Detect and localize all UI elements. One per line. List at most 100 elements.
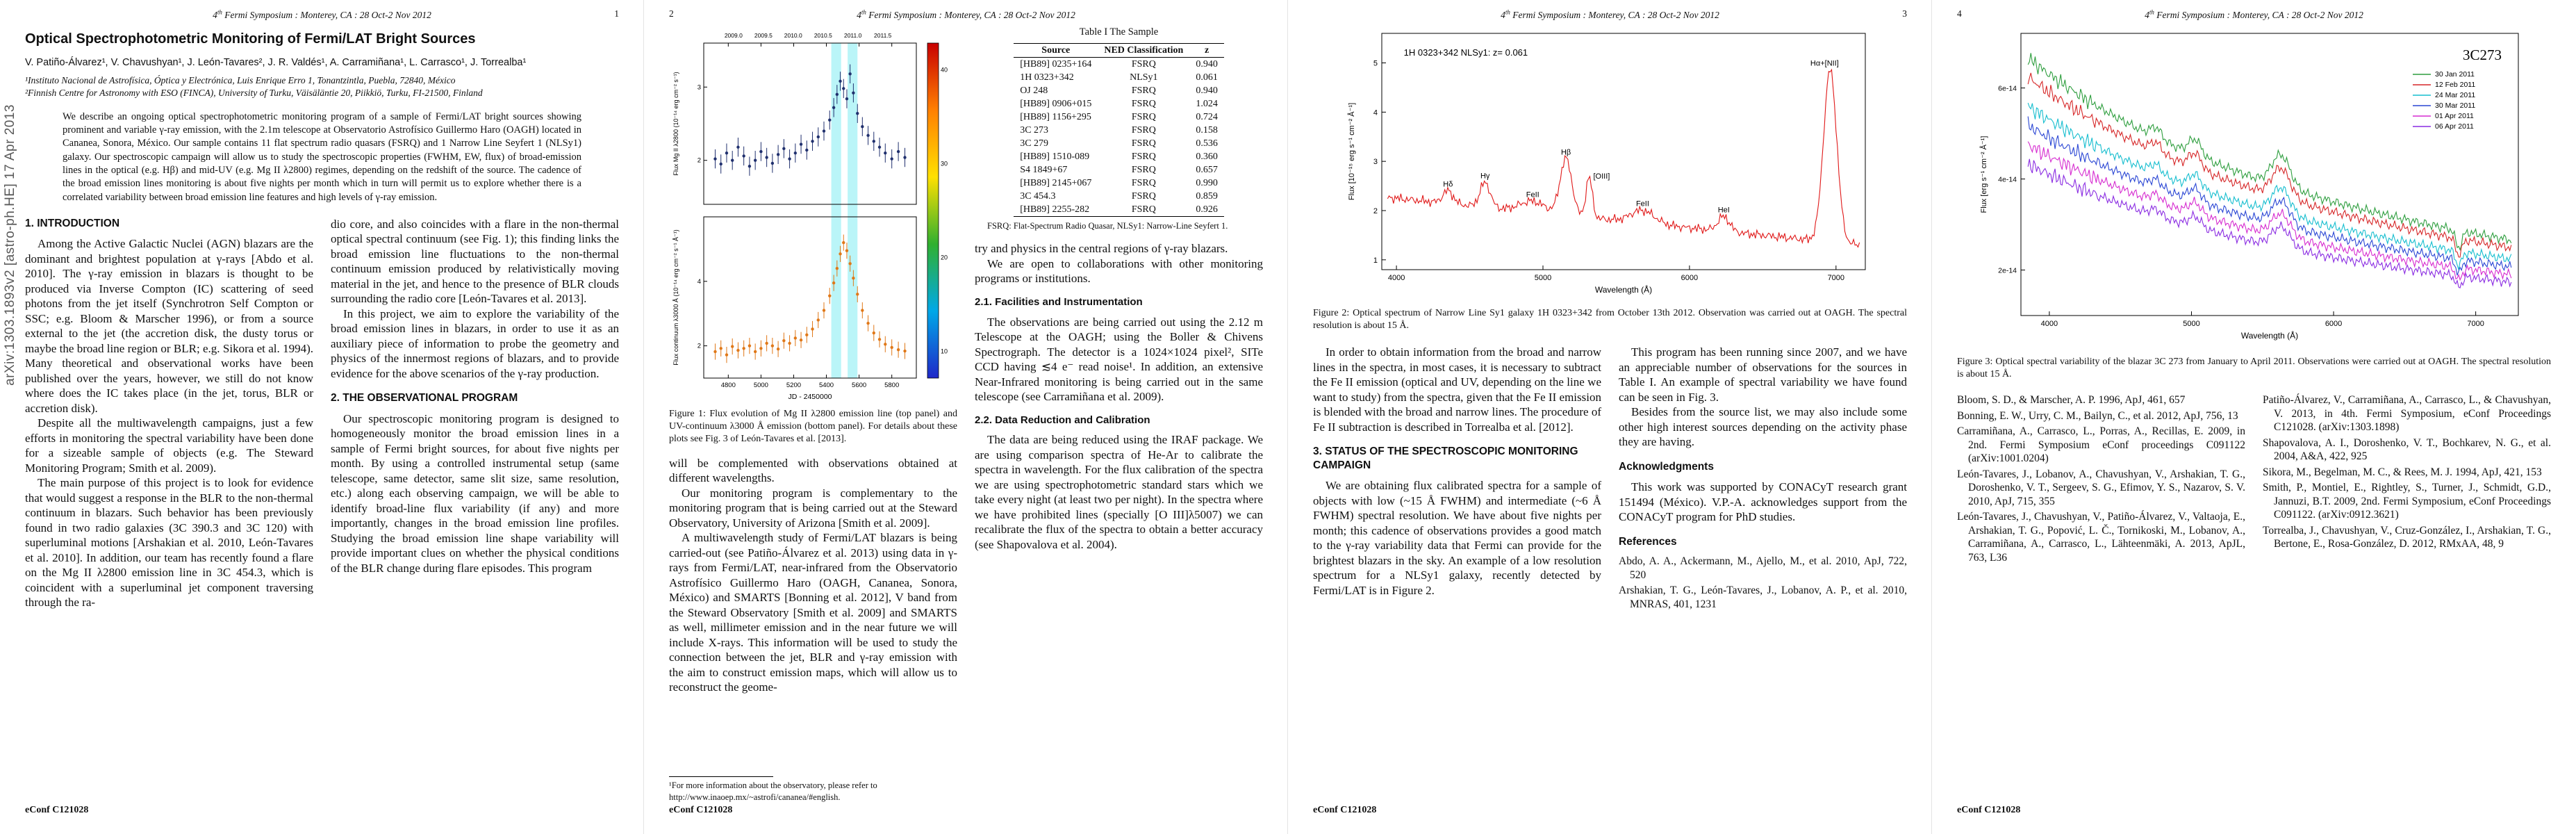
svg-text:4: 4 (697, 278, 701, 286)
running-header-text: 4th Fermi Symposium : Monterey, CA : 28 … (2145, 8, 2363, 20)
cell-redshift: 1.024 (1196, 98, 1218, 109)
reference-item: Abdo, A. A., Ackermann, M., Ajello, M., … (1619, 555, 1907, 581)
svg-text:4000: 4000 (2040, 320, 2057, 328)
cell-classification: FSRQ (1131, 177, 1156, 188)
abstract: We describe an ongoing optical spectroph… (63, 111, 581, 203)
page-number: 3 (1902, 8, 1907, 19)
svg-text:Flux [erg s⁻¹ cm⁻² Å⁻¹]: Flux [erg s⁻¹ cm⁻² Å⁻¹] (1979, 136, 1988, 213)
svg-text:5: 5 (1373, 60, 1377, 68)
svg-text:12 Feb 2011: 12 Feb 2011 (2435, 81, 2475, 89)
figure-1: 2 3 Flux Mg II λ2800 (10⁻¹⁴ erg cm⁻² s⁻¹) 2… (669, 25, 957, 446)
figure-3-plot: 4000 5000 6000 7000 2e-14 4e-14 6e-14 Wavelengt… (1957, 25, 2551, 352)
cell-source: [HB89] 2145+067 (1020, 177, 1092, 188)
reference-item: Bonning, E. W., Urry, C. M., Bailyn, C.,… (1957, 409, 2238, 422)
paragraph: We are obtaining flux calibrated spectra… (1313, 479, 1601, 597)
svg-text:2010.0: 2010.0 (784, 32, 802, 39)
footer-econf: eConf C121028 (1957, 805, 2021, 815)
svg-text:2011.5: 2011.5 (874, 32, 892, 39)
table-row: 3C 279 FSRQ 0.536 (1014, 137, 1224, 150)
column-header-classification: NED Classification (1104, 44, 1184, 56)
page-2: 4th Fermi Symposium : Monterey, CA : 28 … (644, 0, 1288, 834)
cell-classification: FSRQ (1131, 151, 1156, 162)
column-header-redshift: z (1204, 44, 1209, 56)
column-header-source: Source (1041, 44, 1071, 56)
running-header: 4th Fermi Symposium : Monterey, CA : 28 … (1313, 8, 1907, 21)
svg-text:1: 1 (1373, 256, 1377, 265)
running-header-text: 4th Fermi Symposium : Monterey, CA : 28 … (857, 8, 1075, 20)
svg-text:Wavelength (Å): Wavelength (Å) (1594, 284, 1651, 295)
cell-source: [HB89] 0906+015 (1020, 98, 1092, 109)
affiliation-1: ¹Instituto Nacional de Astrofísica, Ópti… (25, 75, 456, 86)
svg-text:5400: 5400 (819, 382, 834, 389)
reference-item: Carramiñana, A., Carrasco, L., Porras, A… (1957, 425, 2245, 465)
footnote: ¹For more information about the observat… (669, 780, 877, 803)
cell-redshift: 0.061 (1196, 72, 1218, 83)
svg-text:FeII: FeII (1635, 200, 1649, 208)
page-number: 2 (669, 8, 674, 19)
paragraph: Our monitoring program is complementary … (669, 486, 957, 530)
page-2-columns: 2 3 Flux Mg II λ2800 (10⁻¹⁴ erg cm⁻² s⁻¹) 2… (669, 25, 1263, 803)
paragraph: will be complemented with observations o… (669, 456, 957, 485)
reference-item: León-Tavares, J., Lobanov, A., Chavushya… (1957, 468, 2245, 507)
svg-text:01 Apr 2011: 01 Apr 2011 (2435, 112, 2474, 120)
cell-redshift: 0.990 (1196, 177, 1218, 188)
svg-text:6e-14: 6e-14 (1998, 85, 2017, 93)
svg-text:2: 2 (697, 343, 701, 350)
svg-text:HeI: HeI (1717, 206, 1729, 215)
page-1-column-2: dio core, and also coincides with a flar… (331, 217, 619, 610)
cell-source: 1H 0323+342 (1020, 72, 1074, 83)
svg-text:30 Mar 2011: 30 Mar 2011 (2435, 101, 2475, 110)
svg-text:6000: 6000 (1681, 274, 1697, 282)
cell-source: 3C 279 (1020, 138, 1049, 149)
cell-source: S4 1849+67 (1020, 164, 1068, 175)
page-3-columns: In order to obtain information from the … (1313, 345, 1907, 613)
cell-source: [HB89] 1156+295 (1020, 111, 1091, 122)
reference-item: Smith, P., Montiel, E., Rightley, S., Tu… (2263, 482, 2551, 521)
references-heading: References (1619, 535, 1677, 548)
table-row: 1H 0323+342 NLSy1 0.061 (1014, 71, 1224, 84)
table-footnote: FSRQ: Flat-Spectrum Radio Quasar, NLSy1:… (987, 221, 1228, 231)
cell-source: OJ 248 (1020, 85, 1048, 96)
cell-redshift: 0.926 (1196, 204, 1218, 215)
paragraph: Besides from the source list, we may als… (1619, 405, 1907, 449)
paragraph: The observations are being carried out u… (975, 315, 1263, 404)
svg-text:06 Apr 2011: 06 Apr 2011 (2435, 122, 2474, 131)
page-1-columns: 1. INTRODUCTION Among the Active Galacti… (25, 217, 619, 610)
table-row: S4 1849+67 FSRQ 0.657 (1014, 163, 1224, 177)
cell-classification: FSRQ (1131, 164, 1156, 175)
cell-classification: FSRQ (1131, 111, 1156, 122)
svg-text:40: 40 (941, 67, 948, 74)
table-row: 3C 454.3 FSRQ 0.859 (1014, 190, 1224, 203)
page-4: 4th Fermi Symposium : Monterey, CA : 28 … (1932, 0, 2576, 834)
paragraph: We are open to collaborations with other… (975, 256, 1263, 286)
svg-text:7000: 7000 (1827, 274, 1844, 282)
table-1: Table I The Sample Source NED Classifica… (975, 26, 1263, 231)
reference-item: Shapovalova, A. I., Doroshenko, V. T., B… (2263, 436, 2551, 463)
running-header-text: 4th Fermi Symposium : Monterey, CA : 28 … (1501, 8, 1719, 20)
svg-text:Hα+[NII]: Hα+[NII] (1810, 59, 1838, 67)
footer-econf: eConf C121028 (1313, 805, 1377, 815)
section-heading-observational-program: 2. THE OBSERVATIONAL PROGRAM (331, 392, 518, 404)
cell-redshift: 0.859 (1196, 190, 1218, 202)
svg-text:Hγ: Hγ (1480, 172, 1489, 181)
table-caption: Table I The Sample (1079, 26, 1159, 38)
section-heading-status: 3. STATUS OF THE SPECTROSCOPIC MONITORIN… (1313, 445, 1578, 471)
page-3-column-1: In order to obtain information from the … (1313, 345, 1601, 613)
svg-text:2: 2 (697, 157, 701, 165)
reference-item: León-Tavares, J., Chavushyan, V., Patiño… (1957, 511, 2245, 564)
cell-source: 3C 454.3 (1020, 190, 1056, 202)
svg-text:3: 3 (1373, 158, 1377, 166)
svg-text:Hβ: Hβ (1560, 148, 1570, 156)
page-2-column-1: 2 3 Flux Mg II λ2800 (10⁻¹⁴ erg cm⁻² s⁻¹) 2… (669, 25, 957, 803)
table-row: [HB89] 2145+067 FSRQ 0.990 (1014, 177, 1224, 190)
table-row: OJ 248 FSRQ 0.940 (1014, 84, 1224, 97)
table-row: [HB89] 0235+164 FSRQ 0.940 (1014, 58, 1224, 72)
cell-source: [HB89] 1510-089 (1020, 151, 1090, 162)
svg-text:5000: 5000 (2183, 320, 2199, 328)
figure-2: 4000 5000 6000 7000 1 2 3 4 5 Wavelength (Å) Flux … (1313, 25, 1907, 332)
svg-text:3C273: 3C273 (2462, 47, 2501, 63)
page-4-references-col-1: Bloom, S. D., & Marscher, A. P. 1996, Ap… (1957, 393, 2245, 566)
svg-text:5600: 5600 (852, 382, 866, 389)
figure-2-caption: Figure 2: Optical spectrum of Narrow Lin… (1313, 308, 1907, 332)
svg-text:4e-14: 4e-14 (1998, 176, 2017, 184)
